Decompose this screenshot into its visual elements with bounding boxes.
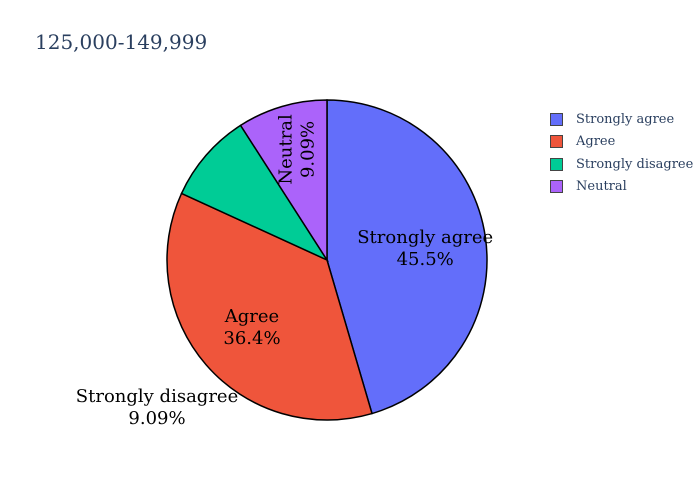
legend-item-agree[interactable]: Agree [550, 131, 693, 154]
legend-label: Strongly agree [576, 111, 675, 127]
slice-label-percent: 45.5% [397, 249, 454, 270]
slice-label-percent: 36.4% [223, 328, 280, 349]
legend-item-neutral[interactable]: Neutral [550, 176, 693, 199]
legend-swatch-strongly-agree [550, 112, 563, 126]
pie-slice-neutral[interactable] [239, 99, 328, 263]
slice-label-name: Agree [224, 306, 279, 327]
legend-label: Strongly disagree [576, 156, 694, 172]
slice-label-name: Neutral [276, 114, 297, 185]
legend: Strongly agree Agree Strongly disagree N… [550, 108, 693, 198]
legend-swatch-neutral [550, 180, 563, 194]
legend-swatch-agree [550, 135, 563, 149]
slice-label-name: Strongly disagree [76, 386, 238, 407]
pie-slice-strongly-agree[interactable] [326, 99, 488, 415]
legend-swatch-strongly-disagree [550, 157, 563, 171]
legend-item-strongly-disagree[interactable]: Strongly disagree [550, 153, 693, 176]
slice-label-percent: 9.09% [298, 121, 319, 178]
pie-slice-agree[interactable] [166, 192, 373, 421]
slice-label-neutral: Neutral 9.09% [276, 114, 319, 185]
legend-item-strongly-agree[interactable]: Strongly agree [550, 108, 693, 131]
legend-label: Neutral [576, 179, 627, 195]
slice-label-name: Strongly agree [357, 227, 493, 248]
pie-slice-strongly-disagree[interactable] [180, 124, 330, 262]
legend-label: Agree [576, 134, 616, 150]
chart-title: 125,000-149,999 [35, 30, 208, 54]
slice-label-percent: 9.09% [128, 408, 185, 429]
